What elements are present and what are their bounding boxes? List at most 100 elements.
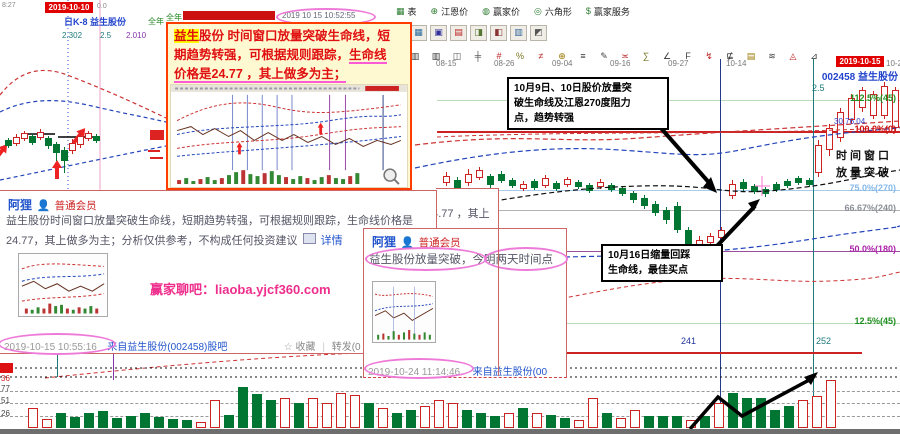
toolbar-icon-2-19[interactable]: ⊿ — [810, 51, 818, 61]
toolbar-icon-2-17[interactable]: ≋ — [768, 51, 776, 61]
toolbar-icon-2-16[interactable]: ▤ — [746, 51, 756, 61]
candle-body — [881, 86, 888, 116]
annotation-box-pullback: 10月16日缩量回踩 生命线，最佳买点 — [601, 244, 723, 282]
toolbar-icon-1-3[interactable]: ◨ — [470, 25, 487, 41]
toolbar-icon-1-2[interactable]: ▤ — [450, 25, 467, 41]
toolbar-icon-2-6[interactable]: ≠ — [538, 51, 544, 61]
toolbar-icon-1-5[interactable]: ▥ — [510, 25, 527, 41]
hidden-post-right-border — [498, 188, 499, 376]
volume-bar — [168, 419, 178, 428]
volume-bar — [728, 393, 738, 428]
price-top: 2.5 — [812, 83, 825, 93]
toolbar-icon-2-18[interactable]: ◬ — [789, 51, 797, 61]
menu-item-赢家服务[interactable]: $ 赢家服务 — [586, 5, 630, 18]
menu-item-江恩价[interactable]: ⊕ 江恩价 — [431, 5, 469, 18]
menu-item-表[interactable]: ▦ 表 — [396, 5, 417, 18]
candle-body — [21, 133, 28, 139]
toolbar-icon-1-4[interactable]: ◧ — [490, 25, 507, 41]
candle — [718, 227, 725, 241]
separator: | — [322, 342, 325, 353]
annotation-box-breakout: 10月9日、10日股价放量突 破生命线及江恩270度阻力 点，趋势转强 — [507, 77, 669, 130]
volume-bar — [224, 415, 234, 428]
username-link[interactable]: 阿狸 — [8, 198, 33, 212]
day-count-label: 241 — [681, 336, 697, 346]
username-link-2[interactable]: 阿狸 — [372, 235, 397, 249]
toolbar-icon-2-9[interactable]: ✎ — [600, 51, 608, 61]
volume-bar — [238, 387, 248, 428]
candle-body — [29, 136, 36, 143]
candle — [61, 147, 68, 173]
candle-body — [564, 179, 571, 185]
volume-bar — [196, 422, 206, 428]
post-source-link[interactable]: 来自益生股份(002458)股吧 — [107, 342, 228, 353]
toolbar-icon-1-1[interactable]: ▣ — [430, 25, 447, 41]
favorite-button[interactable]: 收藏 — [295, 342, 316, 353]
left-val-3: 2.010 — [126, 31, 147, 40]
toolbar-icon-1-6[interactable]: ◩ — [530, 25, 547, 41]
toolbar-icon-2-2[interactable]: ◫ — [452, 51, 462, 61]
detail-link[interactable]: 详情 — [320, 235, 343, 248]
toolbar-icon-2-12[interactable]: ∠ — [662, 51, 672, 61]
toolbar-icon-2-5[interactable]: % — [515, 51, 524, 61]
candle-body — [630, 193, 637, 200]
toolbar-icon-2-11[interactable]: ∑ — [642, 51, 650, 61]
candle-body — [476, 170, 483, 178]
hidden-post-fragment: 24.77 ，其上 — [426, 188, 498, 229]
menu-item-赢家价[interactable]: ◍ 赢家价 — [482, 5, 520, 18]
post-thumbnail[interactable] — [18, 253, 108, 317]
toolbar-icon-2-3[interactable]: ╪ — [474, 51, 482, 61]
toolbar-icon-2-0[interactable]: ▥ — [410, 51, 420, 61]
volume-bar — [266, 400, 276, 428]
toolbar-icon-2-1[interactable]: ▥ — [431, 51, 441, 61]
candle — [608, 183, 615, 192]
price-readout: 30.76.04 — [834, 117, 866, 126]
candle-body — [740, 182, 747, 189]
volume-bar — [294, 403, 304, 428]
candle — [443, 172, 450, 186]
candle — [674, 202, 681, 233]
candle-body — [531, 181, 538, 188]
date-tick: 09-04 — [552, 59, 573, 68]
service-icon: $ — [585, 6, 591, 16]
post-thumbnail-2[interactable] — [372, 281, 436, 343]
volume-bar — [504, 413, 514, 428]
tick-teal — [57, 355, 58, 377]
menu-label: 江恩价 — [441, 7, 469, 17]
volume-bar — [308, 398, 318, 428]
post-body: 益生股份时间窗口放量突破生命线，短期趋势转强，可根据规则跟踪，生命线价格是24.… — [6, 215, 413, 248]
candle — [575, 180, 582, 189]
post-source-link-2[interactable]: 来自益生股份(00 — [472, 367, 548, 378]
volume-bar — [714, 403, 724, 428]
volume-bar — [140, 413, 150, 428]
toolbar-icon-2-15[interactable]: ⋢ — [726, 51, 734, 61]
candle — [729, 180, 736, 199]
volume-bar — [574, 420, 584, 428]
menu-item-六角形[interactable]: ◎ 六角形 — [534, 5, 572, 18]
candle-body — [751, 186, 758, 192]
date-tick: 09-27 — [668, 59, 689, 68]
toolbar-icon-1-0[interactable]: ▦ — [410, 25, 427, 41]
toolbar-icon-2-10[interactable]: ≍ — [621, 51, 629, 61]
star-icon[interactable]: ☆ — [283, 342, 293, 353]
toolbar-icon-2-14[interactable]: ↯ — [705, 51, 713, 61]
volume-bar — [826, 380, 836, 428]
candle-body — [663, 210, 670, 220]
left-chart-title: 日K-8 益生股份 — [64, 17, 127, 27]
toolbar-icon-2-13[interactable]: F — [685, 51, 691, 61]
candle — [586, 183, 593, 193]
candle-body — [795, 178, 802, 183]
toolbar-icon-2-8[interactable]: ≡ — [580, 51, 586, 61]
repost-button[interactable]: 转发(0 — [331, 342, 361, 353]
candle — [498, 171, 505, 183]
candle — [815, 140, 822, 177]
toolbar-icon-2-4[interactable]: # — [496, 51, 502, 61]
candle-body — [61, 150, 68, 161]
candle-body — [608, 185, 615, 190]
post-time: 2019-10-15 10:55:16 — [4, 342, 97, 353]
tick-purple — [113, 353, 114, 380]
magnifier-icon — [383, 168, 397, 182]
left-after-date: 0.0 — [97, 3, 107, 10]
toolbar-icon-2-7[interactable]: ⊕ — [558, 51, 566, 61]
volume-bar — [560, 418, 570, 428]
candle-body — [465, 174, 472, 183]
